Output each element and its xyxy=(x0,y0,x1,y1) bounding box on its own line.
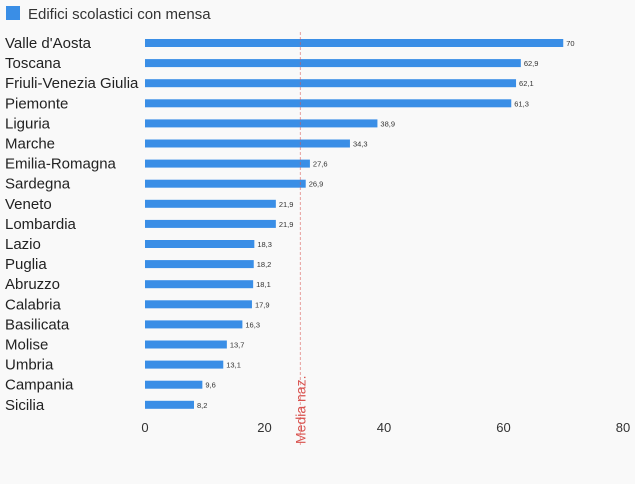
bar xyxy=(145,79,517,88)
category-label: Emilia-Romagna xyxy=(5,156,117,173)
bar xyxy=(145,219,276,228)
category-label: Friuli-Venezia Giulia xyxy=(5,75,139,92)
bar xyxy=(145,380,203,389)
category-label: Piemonte xyxy=(5,95,68,112)
bar xyxy=(145,360,224,369)
bar xyxy=(145,280,254,289)
value-label: 70 xyxy=(566,39,574,48)
bar xyxy=(145,119,378,128)
bar xyxy=(145,59,521,68)
category-label: Puglia xyxy=(5,256,47,273)
bar xyxy=(145,320,243,329)
x-tick-label: 0 xyxy=(141,420,148,435)
bar xyxy=(145,400,194,409)
bars-group: Valle d'Aosta 70 Toscana 62,9 Friuli-Venezia… xyxy=(5,35,575,414)
category-label: Sardegna xyxy=(5,176,71,193)
category-label: Toscana xyxy=(5,55,62,72)
reference-line-label: Media naz. xyxy=(292,376,308,444)
reference-line-group: Media naz. xyxy=(292,32,308,446)
value-label: 27,6 xyxy=(313,160,328,169)
bar xyxy=(145,99,512,108)
value-label: 21,9 xyxy=(279,220,294,229)
category-label: Calabria xyxy=(5,296,62,313)
bar xyxy=(145,179,306,188)
value-label: 62,9 xyxy=(524,59,539,68)
value-label: 18,1 xyxy=(256,280,271,289)
legend-label: Edifici scolastici con mensa xyxy=(28,6,211,23)
bar xyxy=(145,300,252,309)
x-tick-label: 40 xyxy=(377,420,391,435)
value-label: 38,9 xyxy=(380,119,395,128)
category-label: Valle d'Aosta xyxy=(5,35,92,52)
bar xyxy=(145,240,255,248)
bar xyxy=(145,260,254,269)
value-label: 21,9 xyxy=(279,200,294,209)
value-label: 61,3 xyxy=(514,99,529,108)
value-label: 62,1 xyxy=(519,79,534,88)
legend-swatch xyxy=(6,6,20,20)
category-label: Marche xyxy=(5,136,55,153)
category-label: Abruzzo xyxy=(5,276,60,293)
value-label: 18,3 xyxy=(257,240,272,249)
category-label: Campania xyxy=(5,377,74,394)
value-label: 17,9 xyxy=(255,300,270,309)
x-axis-ticks: 0 20 40 60 80 xyxy=(141,420,630,435)
bar xyxy=(145,199,276,208)
category-label: Lazio xyxy=(5,236,41,253)
category-label: Sicilia xyxy=(5,397,45,414)
legend: Edifici scolastici con mensa xyxy=(6,6,211,23)
category-label: Veneto xyxy=(5,196,52,213)
x-tick-label: 20 xyxy=(257,420,271,435)
value-label: 34,3 xyxy=(353,140,368,149)
category-label: Umbria xyxy=(5,357,54,374)
bar xyxy=(145,340,227,349)
value-label: 13,7 xyxy=(230,341,245,350)
value-label: 8,2 xyxy=(197,401,207,410)
value-label: 16,3 xyxy=(245,320,260,329)
category-label: Basilicata xyxy=(5,316,70,333)
x-tick-label: 80 xyxy=(616,420,630,435)
value-label: 26,9 xyxy=(309,180,324,189)
category-label: Molise xyxy=(5,337,48,354)
bar xyxy=(145,39,564,47)
category-label: Liguria xyxy=(5,115,51,132)
category-label: Lombardia xyxy=(5,216,77,233)
value-label: 18,2 xyxy=(257,260,272,269)
value-label: 13,1 xyxy=(226,361,241,370)
x-tick-label: 60 xyxy=(496,420,510,435)
bar xyxy=(145,139,350,148)
bar xyxy=(145,159,310,168)
value-label: 9,6 xyxy=(205,381,215,390)
